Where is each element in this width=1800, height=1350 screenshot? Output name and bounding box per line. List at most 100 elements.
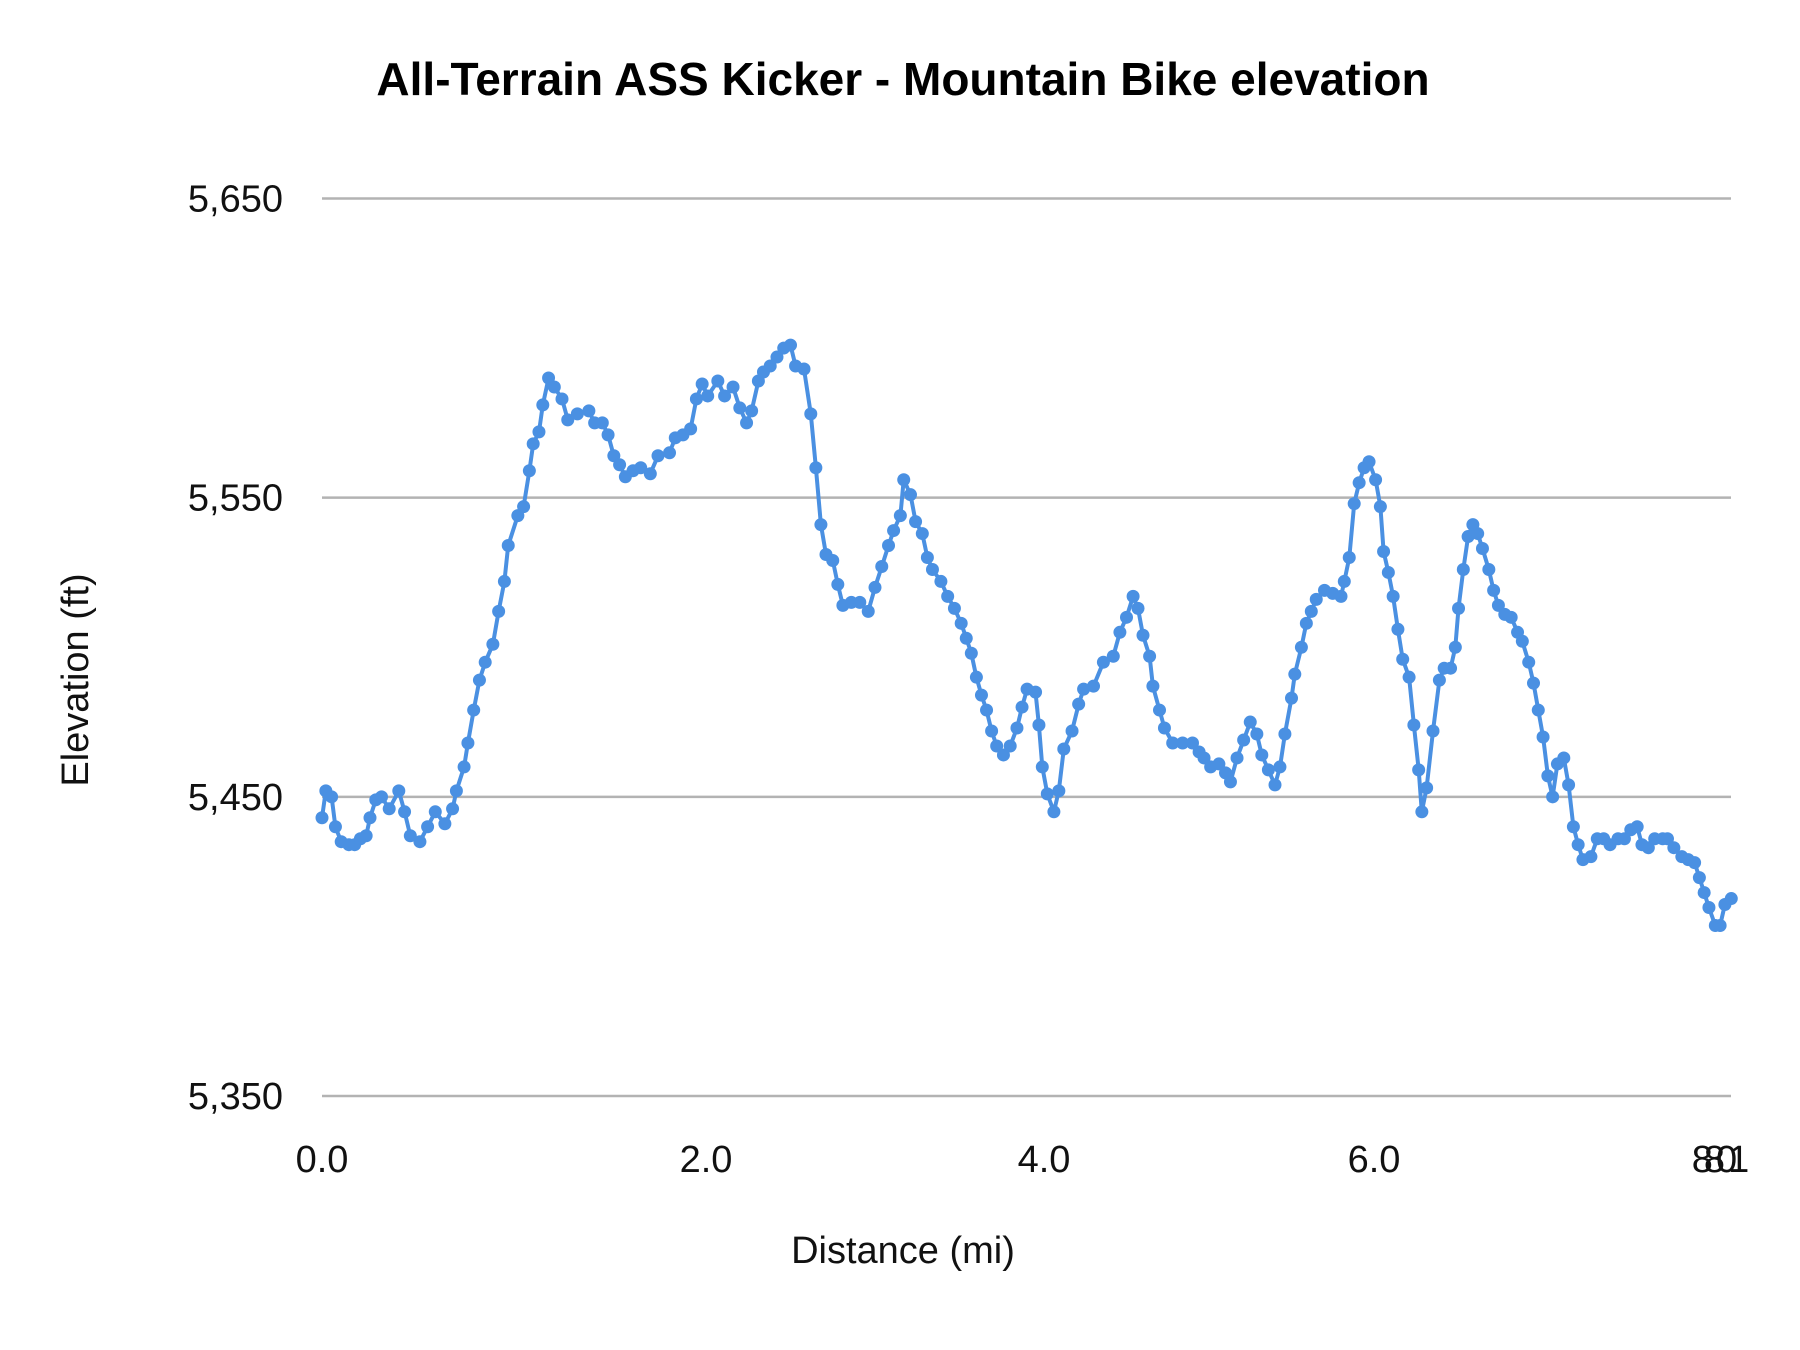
data-point [1641, 841, 1655, 855]
data-point [861, 604, 875, 618]
data-point [375, 790, 389, 804]
data-point [570, 407, 584, 421]
data-point [1166, 736, 1180, 750]
data-point [1377, 545, 1391, 559]
data-point [920, 551, 934, 564]
x-axis-ticks: 0.0 2.0 4.0 6.0 [296, 1139, 1401, 1181]
data-point [1157, 721, 1171, 735]
data-point [1136, 628, 1150, 642]
data-point [941, 589, 955, 603]
data-point [1096, 655, 1110, 669]
data-point [1515, 634, 1529, 648]
data-point [613, 458, 627, 472]
data-point [1566, 820, 1580, 834]
data-point [1337, 574, 1351, 588]
data-point [897, 473, 911, 487]
data-point [947, 601, 961, 615]
data-point [1373, 500, 1387, 514]
data-point [797, 362, 811, 376]
data-point [733, 401, 747, 415]
data-point [1522, 655, 1536, 669]
data-point [315, 811, 329, 825]
data-point [925, 562, 939, 576]
data-point [1047, 805, 1061, 819]
data-point [1010, 721, 1024, 735]
data-point [1299, 616, 1313, 630]
data-point [1487, 583, 1501, 597]
data-point [1255, 748, 1269, 762]
data-point [1504, 610, 1518, 624]
data-point [1381, 565, 1395, 579]
data-point [517, 500, 531, 514]
x-tick-label: 2.0 [680, 1139, 733, 1181]
data-point [325, 790, 339, 804]
data-point [1309, 592, 1323, 606]
data-point [1176, 736, 1190, 750]
data-point [526, 437, 540, 451]
data-point [996, 748, 1010, 762]
data-point [1197, 751, 1211, 765]
data-point [382, 802, 396, 816]
data-point [804, 407, 818, 421]
data-point [522, 464, 536, 478]
data-point [809, 461, 823, 475]
data-point [1131, 601, 1145, 615]
data-point [1113, 625, 1127, 639]
data-point [1186, 736, 1199, 750]
data-point [1143, 649, 1157, 663]
data-point [695, 377, 709, 391]
data-point [1432, 673, 1446, 687]
data-point [1294, 640, 1308, 654]
data-point [461, 736, 475, 750]
data-point [492, 604, 506, 618]
data-point [959, 631, 973, 645]
data-point [446, 802, 460, 816]
data-point [985, 724, 999, 738]
data-point [1456, 562, 1470, 576]
data-point [1688, 856, 1702, 870]
data-point [1237, 733, 1251, 747]
data-point [684, 422, 698, 436]
data-point [1087, 679, 1100, 693]
data-point [1065, 724, 1079, 738]
data-point [909, 515, 923, 529]
data-point [601, 428, 615, 442]
data-point [428, 805, 442, 819]
data-point [1072, 697, 1086, 711]
data-point [980, 703, 994, 717]
data-point [643, 467, 657, 481]
data-point [1475, 542, 1489, 556]
data-point [438, 817, 452, 831]
data-point [1527, 676, 1540, 690]
data-point [1273, 760, 1287, 774]
data-point [763, 359, 777, 373]
data-point [1407, 718, 1421, 732]
elevation-series [315, 338, 1738, 932]
data-point [363, 811, 377, 825]
data-point [359, 829, 373, 843]
data-point [718, 389, 732, 403]
data-point [547, 380, 561, 394]
data-point [497, 574, 511, 588]
data-point [882, 539, 896, 553]
data-point [1426, 724, 1440, 738]
data-point [1391, 622, 1405, 636]
data-point [1692, 871, 1706, 885]
data-point [1617, 832, 1631, 846]
y-tick-label: 5,550 [188, 478, 283, 520]
data-point [1546, 790, 1560, 804]
data-point [915, 527, 929, 541]
data-point [934, 574, 948, 588]
data-point [1713, 918, 1727, 932]
data-point [1697, 886, 1711, 900]
data-point [1347, 497, 1361, 511]
data-point [740, 416, 754, 430]
data-point [770, 350, 784, 364]
data-point [449, 784, 463, 798]
data-point [1003, 739, 1017, 753]
y-tick-label: 5,450 [188, 777, 283, 819]
data-point [689, 392, 703, 406]
data-point [1261, 763, 1275, 777]
data-point [1153, 703, 1166, 717]
